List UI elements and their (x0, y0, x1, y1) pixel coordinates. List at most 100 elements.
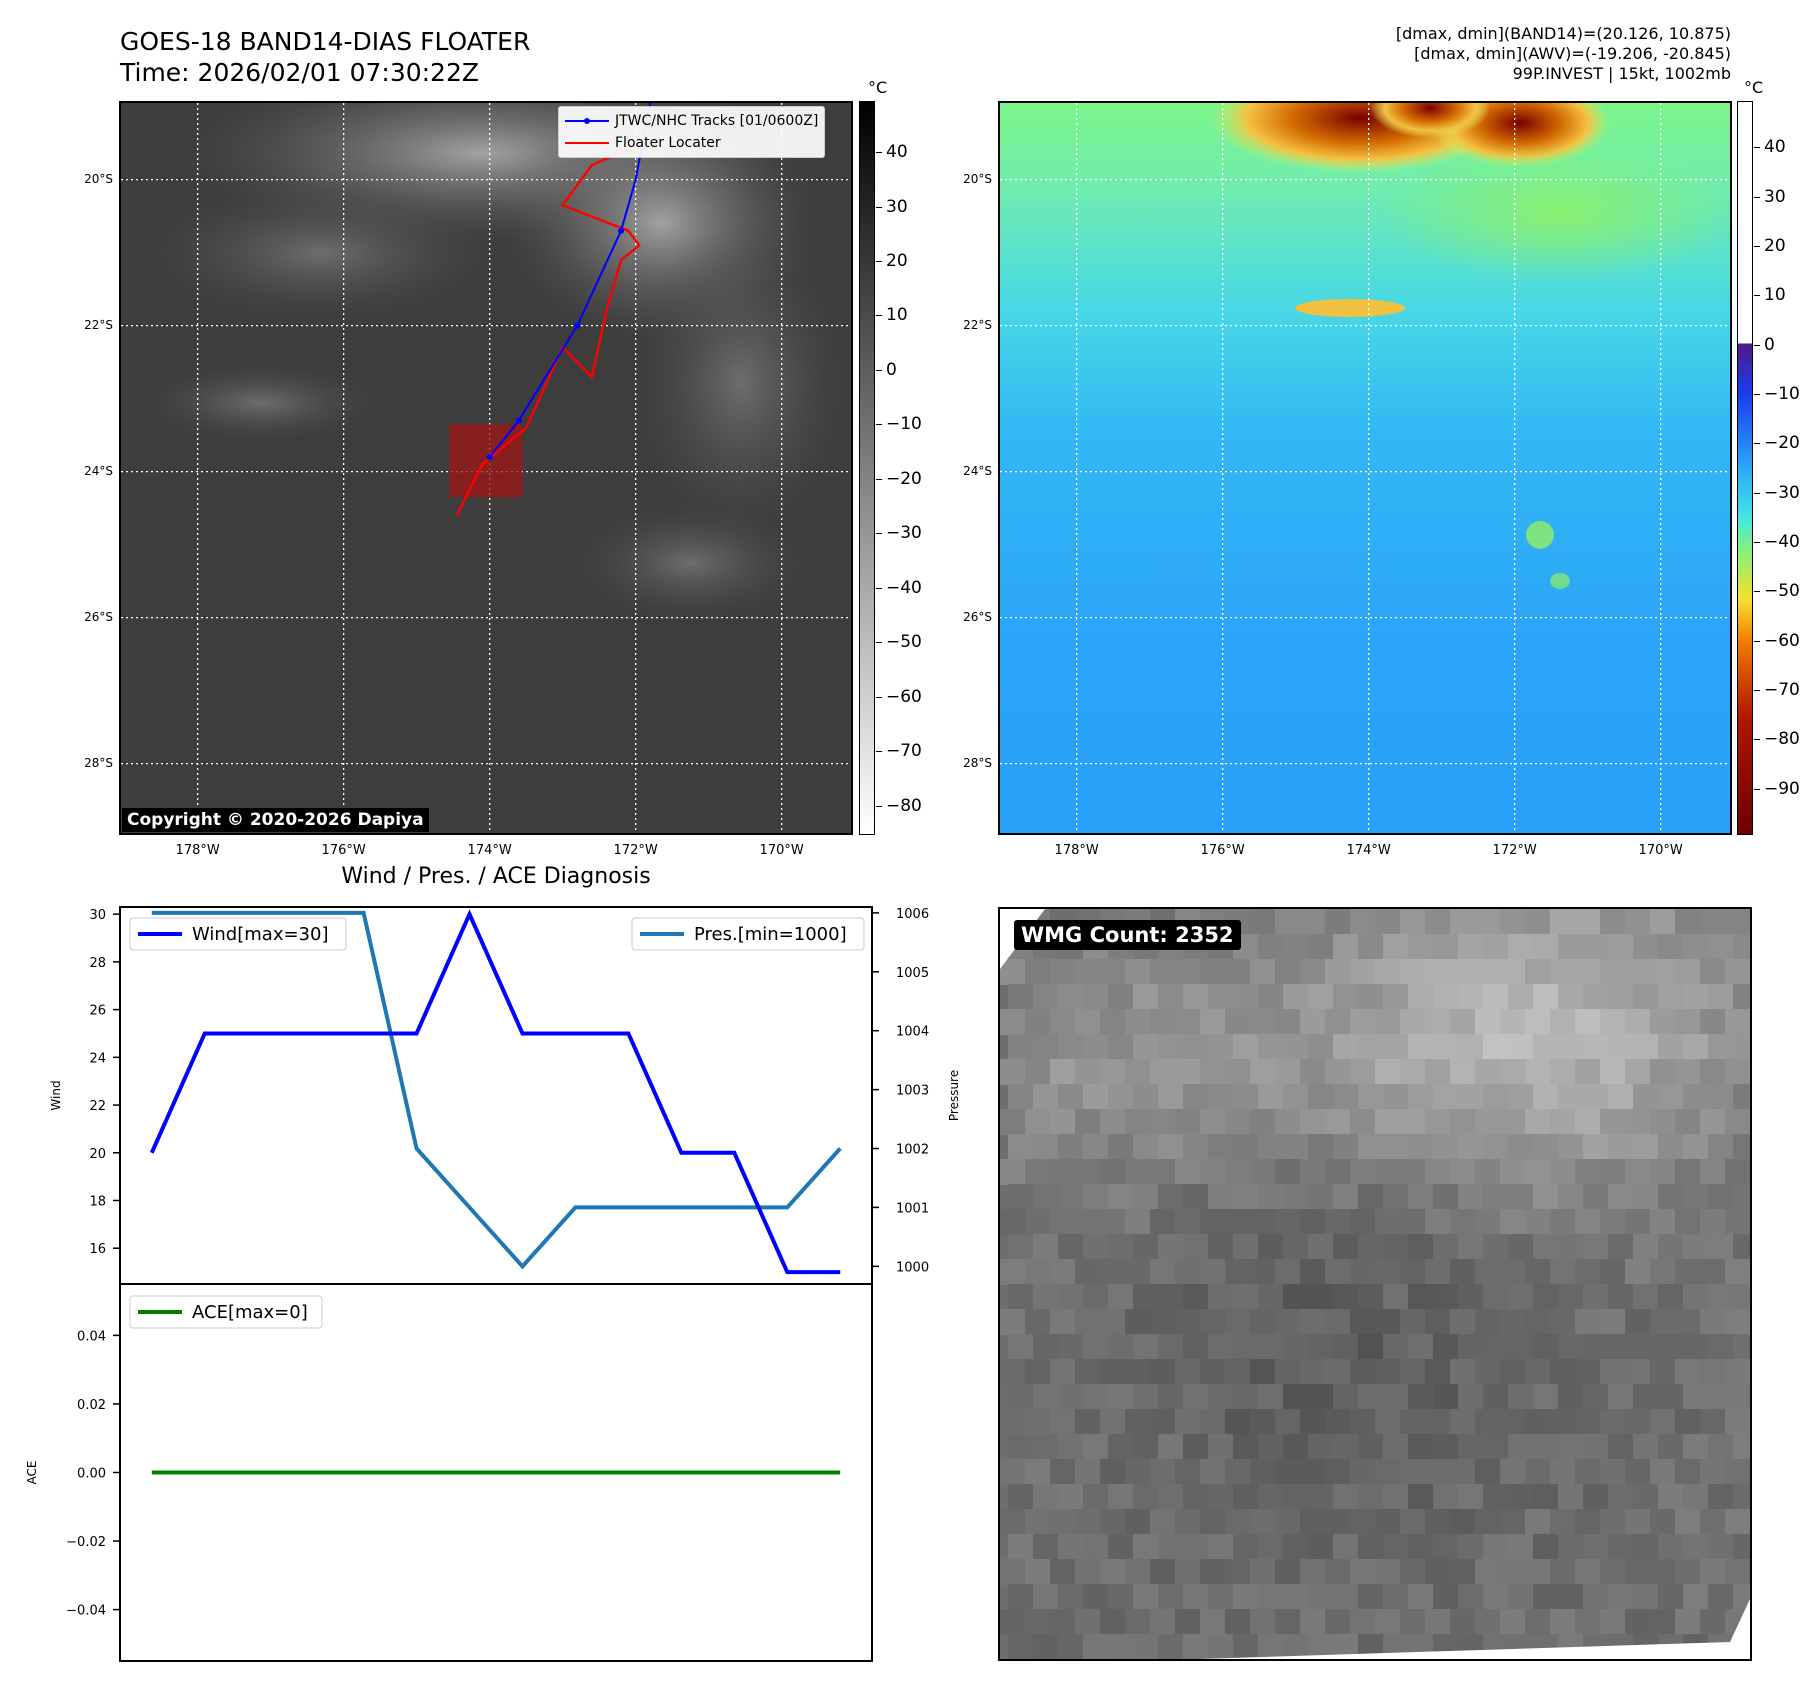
cloud-cluster-south (571, 503, 811, 623)
wmg-pixel (1000, 1409, 1026, 1435)
wmg-pixel (1033, 1634, 1059, 1659)
wmg-pixel (1133, 1534, 1159, 1560)
wmg-pixel (1658, 934, 1684, 960)
wmg-pixel (1283, 1284, 1309, 1310)
wmg-pixel (1058, 1084, 1084, 1110)
wmg-pixel (1225, 1359, 1251, 1385)
wmg-pixel (1058, 1034, 1084, 1060)
wmg-pixel (1308, 934, 1334, 960)
wmg-pixel (1475, 909, 1501, 935)
wmg-pixel (1508, 1484, 1534, 1510)
wmg-pixel (1408, 1534, 1434, 1560)
wmg-pixel (1425, 1309, 1451, 1335)
wmg-pixel (1133, 1334, 1159, 1360)
wmg-pixel (1400, 909, 1426, 935)
wmg-pixel (1725, 1209, 1750, 1235)
wmg-pixel (1025, 1309, 1051, 1335)
wmg-pixel (1500, 1209, 1526, 1235)
wmg-pixel (1100, 1309, 1126, 1335)
wmg-pixel (1200, 1209, 1226, 1235)
wmg-pixel (1600, 909, 1626, 935)
wmg-pixel (1575, 1359, 1601, 1385)
wmg-pixel (1625, 1159, 1651, 1185)
wmg-pixel (1400, 1109, 1426, 1135)
wmg-pixel (1583, 1384, 1609, 1410)
lon-label: 172°W (1492, 843, 1537, 858)
wmg-pixel (1275, 909, 1301, 935)
wmg-pixel (1058, 1184, 1084, 1210)
wmg-pixel (1158, 1534, 1184, 1560)
wmg-pixel (1258, 1634, 1284, 1659)
wmg-pixel (1350, 1159, 1376, 1185)
wmg-pixel (1000, 1309, 1026, 1335)
wmg-pixel (1283, 1584, 1309, 1610)
lat-label: 26°S (84, 609, 113, 624)
wmg-pixel (1408, 1184, 1434, 1210)
wmg-pixel (1000, 1559, 1026, 1585)
wmg-pixel (1133, 984, 1159, 1010)
wmg-pixel (1733, 984, 1750, 1010)
wmg-pixel (1433, 1384, 1459, 1410)
wmg-pixel (1208, 984, 1234, 1010)
wmg-pixel (1600, 1459, 1626, 1485)
wmg-pixel (1258, 1584, 1284, 1610)
wmg-pixel (1625, 1459, 1651, 1485)
wmg-pixel (1050, 1459, 1076, 1485)
wmg-pixel (1675, 1009, 1701, 1035)
wmg-pixel (1733, 1184, 1750, 1210)
wmg-pixel (1633, 1384, 1659, 1410)
colorbar-tick (1754, 788, 1760, 790)
wmg-pixel (1633, 1234, 1659, 1260)
wmg-pixel (1425, 1459, 1451, 1485)
wmg-pixel (1383, 1434, 1409, 1460)
wmg-pixel (1658, 1084, 1684, 1110)
wmg-pixel (1075, 1409, 1101, 1435)
wmg-pixel (1250, 1609, 1276, 1635)
wmg-pixel (1675, 1409, 1701, 1435)
wmg-pixel (1250, 1159, 1276, 1185)
wmg-pixel (1033, 1284, 1059, 1310)
wmg-pixel (1183, 1334, 1209, 1360)
wmg-pixel (1708, 1184, 1734, 1210)
wmg-pixel (1283, 934, 1309, 960)
wmg-pixel (1075, 1359, 1101, 1385)
wmg-pixel (1550, 1159, 1576, 1185)
wmg-pixel (1700, 1259, 1726, 1285)
wmg-pixel (1358, 1534, 1384, 1560)
wmg-pixel (1233, 1184, 1259, 1210)
wmg-pixel (1408, 1584, 1434, 1610)
wmg-pixel (1200, 1509, 1226, 1535)
wmg-pixel (1250, 909, 1276, 935)
ir-colorbar-unit: °C (868, 78, 888, 97)
cloud-streak-west (141, 363, 381, 443)
wmg-pixel (1050, 1259, 1076, 1285)
wmg-pixel (1325, 959, 1351, 985)
wmg-pixel (1383, 1284, 1409, 1310)
wmg-pixel (1175, 1509, 1201, 1535)
wmg-pixel (1450, 909, 1476, 935)
wmg-pixel (1575, 909, 1601, 935)
wmg-pixel (1708, 1584, 1734, 1610)
wmg-pixel (1700, 1559, 1726, 1585)
wmg-pixel (1250, 1309, 1276, 1335)
wmg-pixel (1608, 1184, 1634, 1210)
wmg-pixel (1125, 1459, 1151, 1485)
wmg-pixel (1200, 1059, 1226, 1085)
wmg-pixel (1075, 1609, 1101, 1635)
wmg-pixel (1050, 1209, 1076, 1235)
wmg-pixel (1700, 1009, 1726, 1035)
wmg-pixel (1683, 1434, 1709, 1460)
wmg-pixel (1558, 1434, 1584, 1460)
wmg-pixel (1483, 1084, 1509, 1110)
wmg-pixel (1450, 1059, 1476, 1085)
wmg-pixel (1583, 1134, 1609, 1160)
wmg-pixel (1558, 1034, 1584, 1060)
wmg-pixel (1725, 1009, 1750, 1035)
wmg-pixel (1150, 1159, 1176, 1185)
wmg-pixel (1558, 1584, 1584, 1610)
wmg-pixel (1325, 1559, 1351, 1585)
wmg-pixel (1525, 1359, 1551, 1385)
wmg-pixel (1508, 984, 1534, 1010)
wmg-pixel (1033, 1584, 1059, 1610)
wmg-pixel (1333, 1234, 1359, 1260)
